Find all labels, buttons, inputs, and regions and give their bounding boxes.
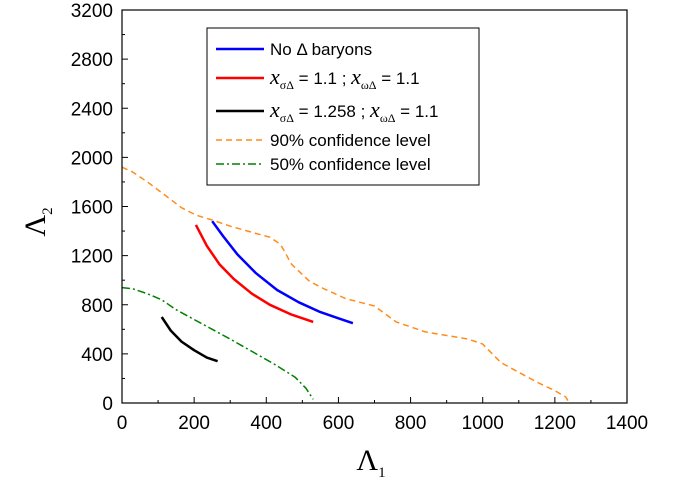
y-tick-label: 2000 <box>71 148 113 169</box>
y-tick-label: 1600 <box>71 198 113 219</box>
series-line-4 <box>121 286 314 400</box>
legend-label-x1258: xσΔ = 1.258 ; xωΔ = 1.1 <box>269 97 438 125</box>
series-line-2 <box>160 316 218 363</box>
plot-area <box>121 166 570 404</box>
y-tick-label: 1200 <box>71 247 113 268</box>
y-tick-label: 2800 <box>71 50 113 71</box>
series-line-1 <box>194 224 314 324</box>
legend-box <box>206 27 480 186</box>
x-tick-label: 1000 <box>462 413 504 434</box>
y-tick-label: 800 <box>81 296 113 317</box>
x-tick-label: 800 <box>395 413 427 434</box>
legend-label-no-delta: No Δ baryons <box>270 40 372 59</box>
legend-label-50-cl: 50% confidence level <box>270 155 431 174</box>
x-tick-label: 0 <box>117 413 128 434</box>
legend-label-90-cl: 90% confidence level <box>270 131 431 150</box>
tick-labels: 0 200 400 600 800 1000 1200 1400 0 400 800 1200 1600… <box>71 1 648 434</box>
series-line-3 <box>121 166 570 404</box>
y-tick-label: 2400 <box>71 99 113 120</box>
x-tick-label: 1200 <box>534 413 576 434</box>
y-tick-label: 3200 <box>71 1 113 22</box>
series-line-0 <box>211 220 354 325</box>
x-tick-label: 600 <box>323 413 355 434</box>
x-tick-label: 200 <box>178 413 210 434</box>
legend: No Δ baryons xσΔ = 1.1 ; xωΔ = 1.1 xσΔ =… <box>206 27 480 186</box>
x-axis-title: Λ1 <box>356 444 385 481</box>
y-tick-label: 400 <box>81 345 113 366</box>
axis-ticks <box>121 9 628 404</box>
legend-label-x11: xσΔ = 1.1 ; xωΔ = 1.1 <box>269 64 420 92</box>
x-tick-label: 400 <box>250 413 282 434</box>
y-axis-title: Λ2 <box>19 207 56 236</box>
y-tick-label: 0 <box>102 394 113 415</box>
x-tick-label: 1400 <box>606 413 648 434</box>
